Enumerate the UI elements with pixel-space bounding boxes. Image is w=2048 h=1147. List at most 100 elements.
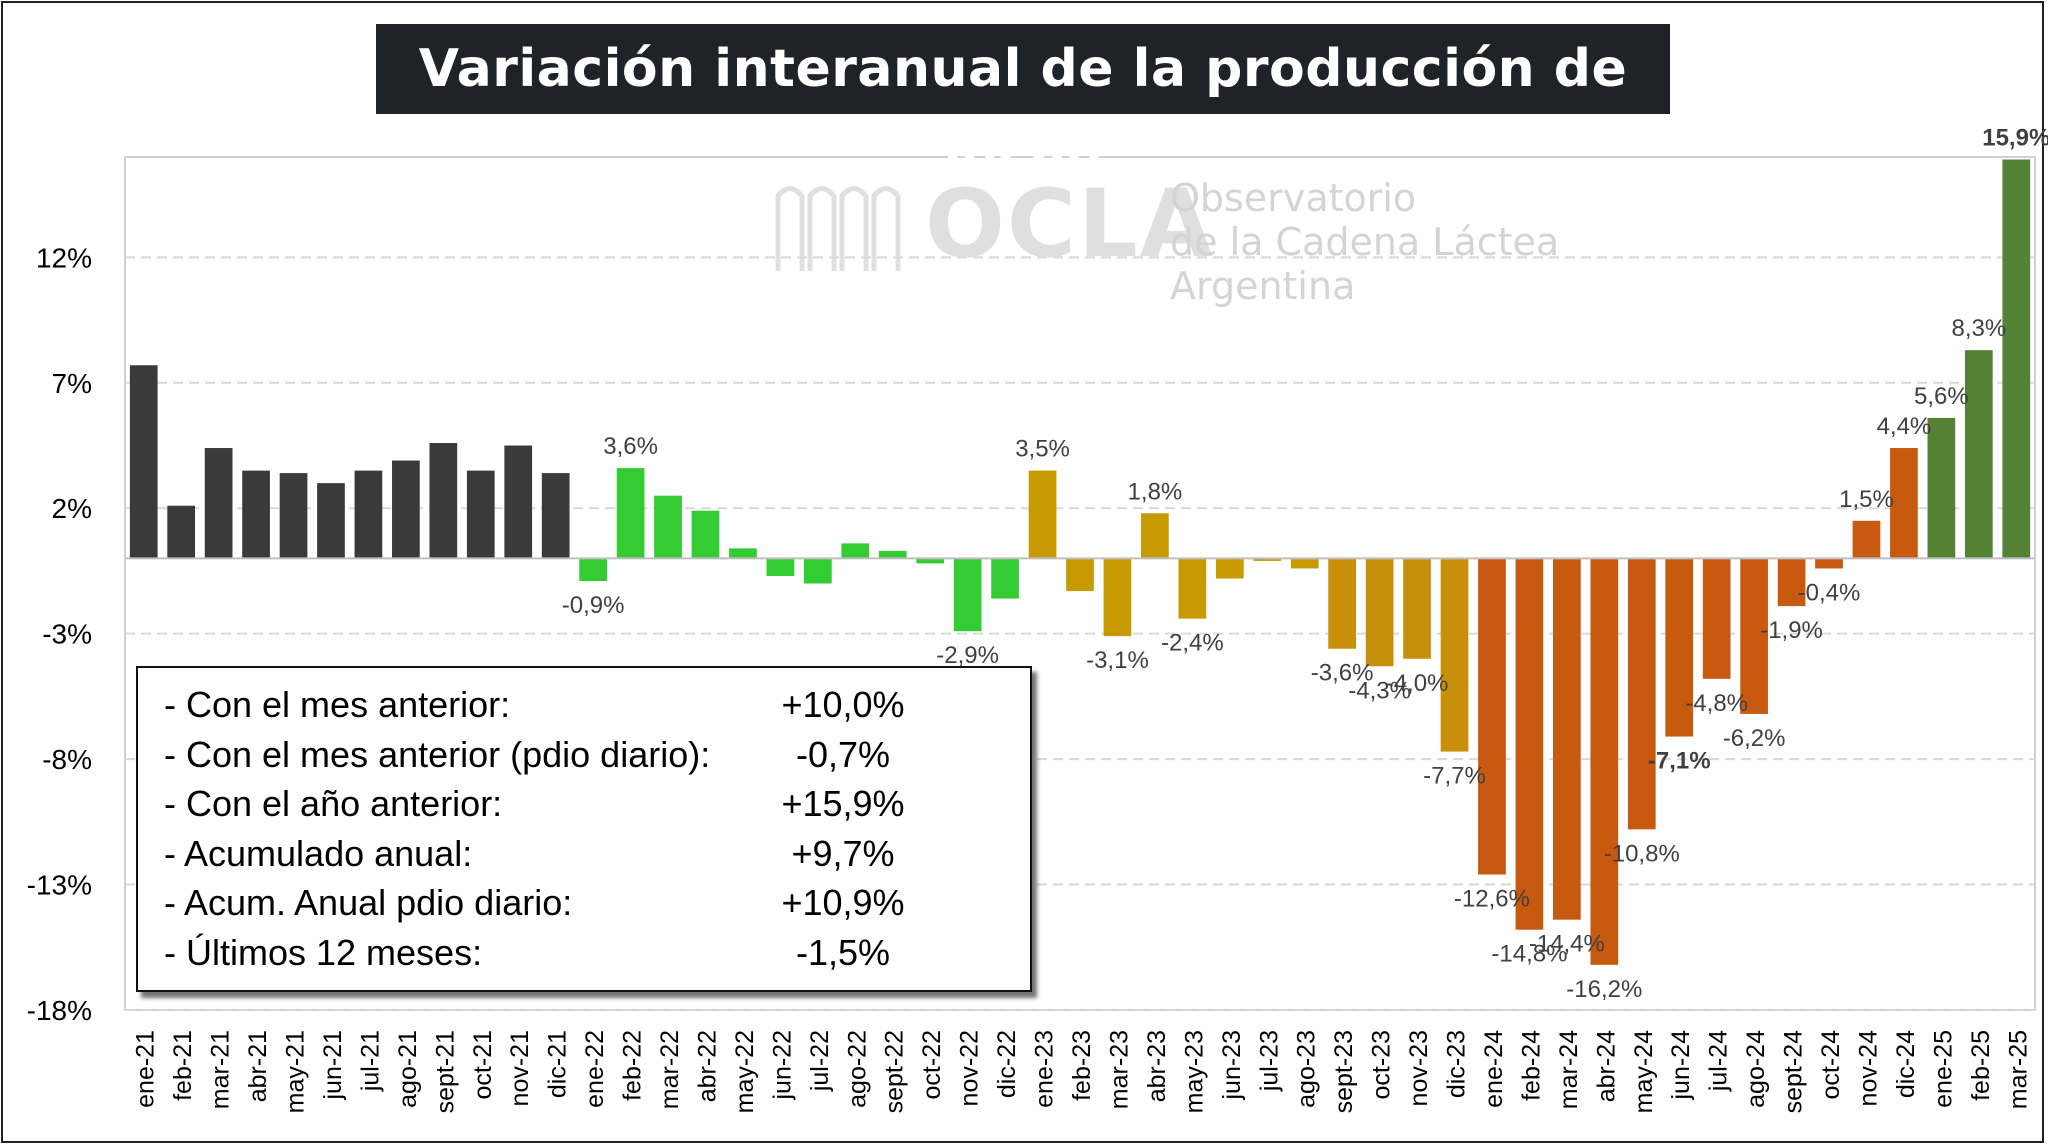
watermark-line2: de la Cadena Láctea xyxy=(1170,220,1560,264)
y-tick-label: -3% xyxy=(42,619,92,650)
bar xyxy=(1066,558,1094,592)
bar xyxy=(1740,558,1768,714)
data-label: -3,6% xyxy=(1311,660,1374,687)
summary-row: - Con el mes anterior (pdio diario): -0,7… xyxy=(138,728,1030,778)
bar xyxy=(579,558,607,581)
x-tick-label: ene-23 xyxy=(1031,1030,1059,1108)
x-tick-label: nov-22 xyxy=(956,1030,984,1106)
bar xyxy=(916,558,945,564)
bar xyxy=(1403,558,1431,659)
watermark-line1: Observatorio xyxy=(1170,176,1417,220)
x-tick-label: ene-24 xyxy=(1480,1030,1508,1108)
chart-title: Variación interanual de la producción de… xyxy=(376,24,1670,189)
bar xyxy=(1627,558,1656,830)
data-label: -4,0% xyxy=(1386,670,1449,697)
x-tick-label: abr-23 xyxy=(1143,1030,1171,1102)
data-label: -0,4% xyxy=(1798,579,1861,606)
bar xyxy=(1365,558,1394,667)
x-tick-label: sept-21 xyxy=(431,1030,459,1113)
x-tick-label: ago-24 xyxy=(1742,1030,1770,1108)
x-tick-label: mar-25 xyxy=(2004,1030,2032,1109)
bar xyxy=(354,470,383,559)
bar xyxy=(841,543,870,559)
bar xyxy=(1178,558,1207,619)
bar xyxy=(1141,513,1169,559)
bar xyxy=(1440,558,1469,752)
x-tick-label: sept-22 xyxy=(881,1030,909,1113)
summary-row: - Con el mes anterior: +10,0% xyxy=(138,678,1030,728)
x-tick-label: mar-21 xyxy=(207,1030,235,1109)
x-tick-label: jun-21 xyxy=(319,1030,347,1101)
bar xyxy=(1590,558,1619,965)
data-label: -1,9% xyxy=(1760,617,1823,644)
x-tick-label: sept-24 xyxy=(1780,1030,1808,1113)
x-tick-label: ago-22 xyxy=(843,1030,871,1108)
data-label: 3,6% xyxy=(603,433,658,460)
bar xyxy=(392,460,420,559)
x-tick-label: ene-25 xyxy=(1929,1030,1957,1108)
summary-row: - Últimos 12 meses: -1,5% xyxy=(138,926,1030,976)
y-tick-label: -8% xyxy=(42,744,92,775)
summary-label: - Últimos 12 meses: xyxy=(164,931,483,973)
bar xyxy=(1478,558,1506,875)
bar xyxy=(541,473,570,559)
data-label: -6,2% xyxy=(1723,725,1786,752)
x-tick-label: feb-24 xyxy=(1517,1030,1545,1101)
x-tick-label: jul-21 xyxy=(356,1030,384,1092)
bar xyxy=(129,365,158,559)
x-tick-label: nov-23 xyxy=(1405,1030,1433,1106)
bar xyxy=(1515,558,1544,930)
x-tick-label: mar-24 xyxy=(1555,1030,1583,1109)
x-tick-label: nov-24 xyxy=(1854,1030,1882,1107)
watermark-line3: Argentina xyxy=(1170,264,1356,308)
x-tick-label: jun-24 xyxy=(1667,1030,1695,1101)
watermark-logo-text: OCLA xyxy=(925,170,1215,279)
data-label: -4,3% xyxy=(1348,677,1411,704)
data-label: -14,4% xyxy=(1529,931,1605,958)
bar xyxy=(1553,558,1581,920)
data-label: -2,9% xyxy=(936,642,999,669)
data-label: -12,6% xyxy=(1454,886,1530,913)
bar xyxy=(504,445,533,559)
bar xyxy=(1927,417,1956,559)
x-tick-label: feb-23 xyxy=(1068,1030,1096,1101)
summary-row: - Acum. Anual pdio diario: +10,9% xyxy=(138,876,1030,926)
data-label: 1,8% xyxy=(1128,478,1183,505)
bar xyxy=(1702,558,1731,679)
y-tick-label: 7% xyxy=(52,368,92,399)
x-tick-label: dic-21 xyxy=(544,1030,572,1098)
x-tick-label: mar-22 xyxy=(656,1030,684,1109)
bar xyxy=(691,510,720,559)
data-label: -16,2% xyxy=(1566,976,1642,1003)
x-tick-label: dic-22 xyxy=(993,1030,1021,1098)
bar xyxy=(1815,558,1843,569)
bar xyxy=(991,558,1019,599)
x-tick-label: nov-21 xyxy=(506,1030,534,1106)
summary-value: -1,5% xyxy=(795,931,891,973)
bar xyxy=(317,483,345,559)
x-tick-label: oct-22 xyxy=(918,1030,946,1099)
x-tick-label: jun-23 xyxy=(1218,1030,1246,1101)
x-tick-label: may-24 xyxy=(1630,1030,1658,1113)
x-tick-label: jul-23 xyxy=(1255,1030,1283,1092)
bar xyxy=(429,443,458,559)
summary-value: +9,7% xyxy=(791,832,895,874)
bar xyxy=(729,548,757,559)
data-label: 8,3% xyxy=(1951,315,2006,342)
data-label: -7,7% xyxy=(1423,763,1486,790)
bar xyxy=(1290,558,1319,569)
data-label: 5,6% xyxy=(1914,383,1969,410)
x-tick-label: feb-22 xyxy=(619,1030,647,1101)
plot-area xyxy=(124,156,2036,1011)
y-tick-label: 2% xyxy=(52,493,92,524)
bar xyxy=(242,470,270,559)
x-tick-label: ago-21 xyxy=(394,1030,422,1108)
summary-label: - Con el año anterior: xyxy=(164,783,503,824)
x-tick-label: jul-22 xyxy=(806,1030,834,1092)
x-tick-label: jun-22 xyxy=(768,1030,796,1101)
x-tick-label: dic-23 xyxy=(1443,1030,1471,1098)
data-label: -10,8% xyxy=(1604,840,1680,867)
x-tick-label: ene-22 xyxy=(581,1030,609,1108)
x-tick-label: oct-21 xyxy=(469,1030,497,1099)
